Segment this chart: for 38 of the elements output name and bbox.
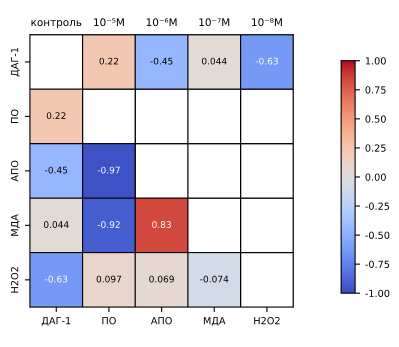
y-tick-label: ДАГ-1 <box>11 48 20 76</box>
color-bar-label: -1.00 <box>365 290 390 298</box>
y-tick-label: ПО <box>10 109 18 123</box>
color-bar-label: -0.25 <box>365 202 390 210</box>
data-label: -0.45 <box>150 58 172 65</box>
data-label: 0.83 <box>152 221 171 228</box>
data-label: 0.069 <box>149 276 174 282</box>
text: 10⁻⁶M <box>146 18 177 26</box>
y-tick-label: АПО <box>10 160 18 182</box>
color-bar-label: -0.75 <box>365 260 390 268</box>
data-label: -0.45 <box>45 166 68 174</box>
data-label: 0.22 <box>99 58 118 65</box>
text: контроль <box>32 20 82 28</box>
data-label: 0.22 <box>46 112 66 120</box>
color-bar-label: 1.00 <box>366 57 386 65</box>
data-label: 0.044 <box>202 58 227 65</box>
data-label: -0.074 <box>200 276 228 282</box>
color-bar-label: -0.50 <box>365 232 390 239</box>
text: 10⁻⁷M <box>199 18 230 26</box>
text: 10⁻⁸M <box>252 18 282 26</box>
data-label: -0.63 <box>256 58 278 65</box>
y-tick-label: МДА <box>11 214 20 236</box>
x-tick-label: ДАГ-1 <box>42 317 70 326</box>
data-label: 0.097 <box>96 276 122 282</box>
data-label: -0.97 <box>98 166 120 174</box>
data-label: 0.044 <box>44 221 69 228</box>
data-label: -0.63 <box>45 276 68 282</box>
data-label: -0.92 <box>98 221 120 228</box>
color-bar-label: 0.25 <box>365 144 386 152</box>
y-tick-label: H2O2 <box>10 267 18 293</box>
x-tick-label: АПО <box>150 316 172 324</box>
text: 10⁻⁵M <box>94 18 124 26</box>
color-bar-label: 0.50 <box>365 115 386 123</box>
x-tick-label: ПО <box>102 316 116 324</box>
color-bar-label: 0.00 <box>365 173 386 181</box>
x-tick-label: H2O2 <box>254 316 280 324</box>
x-tick-label: МДА <box>204 317 226 326</box>
color-bar-label: 0.75 <box>365 86 386 94</box>
